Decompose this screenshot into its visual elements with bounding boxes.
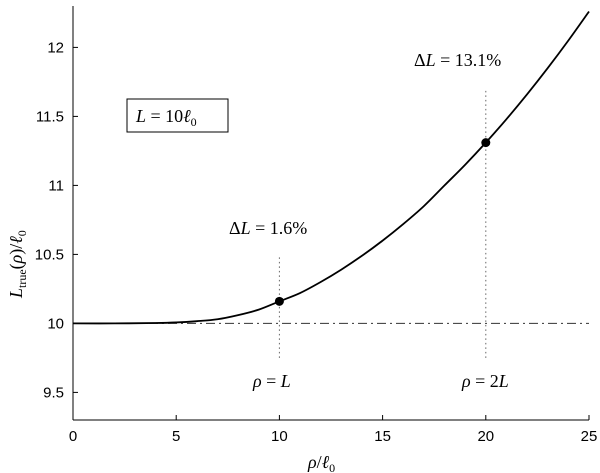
legend-frame (126, 98, 229, 133)
y-axis-label: Ltrue(ρ)/ℓ0 (6, 230, 29, 299)
series (72, 10, 590, 325)
annotation-dl2: ΔL = 13.1% (414, 50, 501, 70)
x-tick-label: 0 (69, 428, 77, 445)
annotation-rho1: ρ = L (252, 371, 291, 391)
x-tick-label: 20 (477, 428, 494, 445)
x-axis-label: ρ/ℓ0 (307, 452, 335, 473)
x-ticks: 0 5 10 15 20 25 (69, 415, 598, 445)
data-point-marker (481, 138, 491, 148)
x-tick-label: 25 (581, 428, 598, 445)
y-tick-label: 12 (47, 39, 64, 56)
y-tick-label: 10 (47, 315, 64, 332)
x-tick-label: 5 (172, 428, 180, 445)
series-line (72, 10, 590, 325)
legend-text: L = 10ℓ0 (135, 106, 197, 129)
y-ticks: 9.5 10 10.5 11 11.5 12 (35, 39, 78, 401)
annotation-dl1: ΔL = 1.6% (229, 218, 307, 238)
markers (274, 138, 491, 306)
y-tick-label: 11.5 (36, 108, 64, 125)
y-tick-label: 10.5 (35, 246, 64, 263)
legend-box: L = 10ℓ0 (126, 98, 229, 133)
x-tick-label: 15 (374, 428, 391, 445)
y-tick-label: 11 (48, 177, 64, 194)
annotation-rho2: ρ = 2L (461, 371, 509, 391)
guides (73, 88, 589, 358)
data-point-marker (274, 296, 284, 306)
x-tick-label: 10 (271, 428, 288, 445)
y-tick-label: 9.5 (43, 384, 64, 401)
